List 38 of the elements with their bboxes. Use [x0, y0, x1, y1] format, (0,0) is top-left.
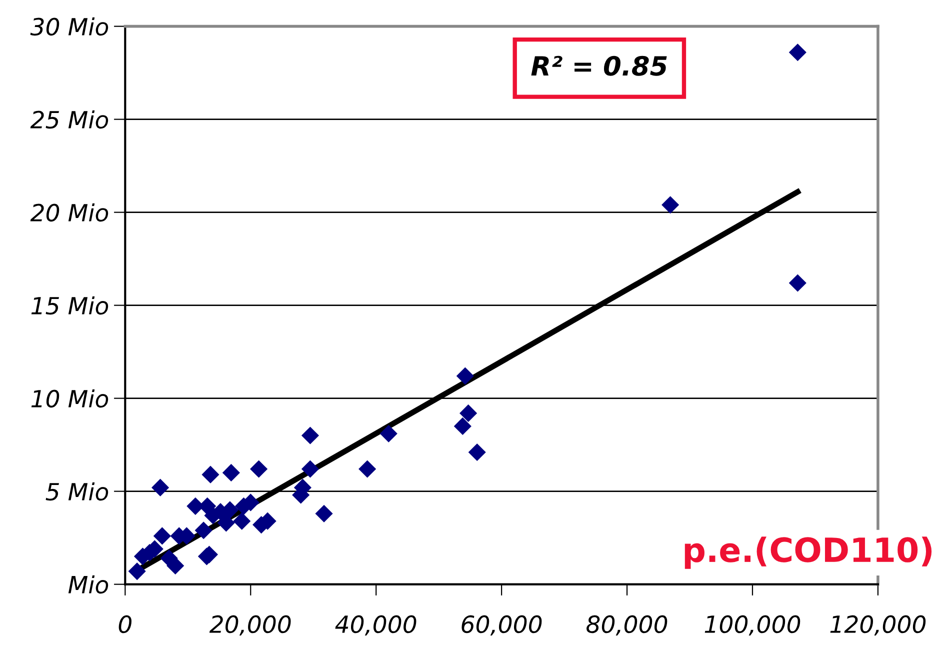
point — [301, 460, 319, 478]
point — [166, 556, 184, 574]
point — [153, 527, 171, 545]
x-tick-label: 80,000 — [586, 615, 668, 636]
point — [456, 367, 474, 385]
y-tick-label: Mio — [68, 575, 108, 594]
point — [788, 44, 806, 62]
x-tick-label: 0 — [118, 615, 132, 634]
point — [358, 460, 376, 478]
point — [202, 466, 220, 484]
point — [233, 512, 251, 530]
point — [250, 460, 268, 478]
annotation: R² = 0.85 — [531, 56, 667, 76]
point — [128, 562, 146, 580]
x-tick-label: 100,000 — [704, 615, 800, 636]
point — [380, 424, 398, 442]
point — [662, 196, 680, 214]
point — [217, 514, 235, 532]
y-tick-label: 20 Mio — [30, 203, 108, 222]
x-tick-label: 120,000 — [830, 615, 926, 636]
y-tick-label: 15 Mio — [31, 296, 108, 315]
point — [468, 443, 486, 462]
point — [454, 417, 472, 435]
y-tick-label: 25 Mio — [30, 110, 108, 129]
annotation: p.e.(COD110) — [684, 536, 932, 569]
point — [152, 478, 170, 496]
point — [301, 426, 319, 444]
x-tick-label: 40,000 — [335, 615, 416, 636]
point — [788, 274, 806, 292]
y-tick-label: 30 Mio — [30, 17, 108, 36]
x-tick-label: 20,000 — [209, 615, 291, 636]
point — [194, 522, 212, 540]
x-tick-label: 60,000 — [462, 615, 542, 636]
y-tick-label: 5 Mio — [46, 482, 108, 501]
point — [315, 504, 333, 522]
point — [460, 404, 478, 422]
point — [222, 464, 240, 482]
y-tick-label: 10 Mio — [31, 389, 108, 408]
